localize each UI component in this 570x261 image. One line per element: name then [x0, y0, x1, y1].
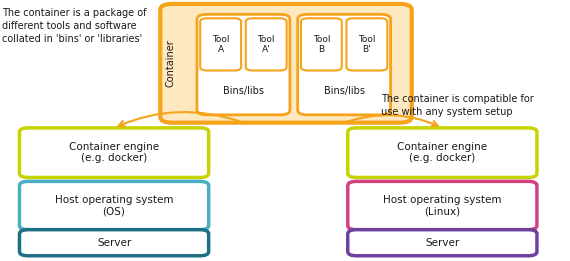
- FancyBboxPatch shape: [19, 181, 209, 230]
- FancyBboxPatch shape: [246, 18, 287, 70]
- FancyBboxPatch shape: [301, 18, 342, 70]
- Text: Server: Server: [425, 238, 459, 248]
- Text: The container is a package of
different tools and software
collated in 'bins' or: The container is a package of different …: [2, 8, 146, 44]
- Text: Tool
A: Tool A: [212, 35, 229, 54]
- FancyBboxPatch shape: [19, 230, 209, 256]
- FancyBboxPatch shape: [348, 230, 537, 256]
- Text: Bins/libs: Bins/libs: [223, 86, 264, 96]
- Text: Container: Container: [165, 39, 175, 87]
- FancyBboxPatch shape: [348, 128, 537, 177]
- FancyBboxPatch shape: [197, 14, 290, 115]
- FancyBboxPatch shape: [348, 181, 537, 230]
- Text: Bins/libs: Bins/libs: [324, 86, 365, 96]
- Text: Host operating system
(Linux): Host operating system (Linux): [383, 195, 502, 216]
- Text: Container engine
(e.g. docker): Container engine (e.g. docker): [397, 142, 487, 163]
- Text: Server: Server: [97, 238, 131, 248]
- FancyBboxPatch shape: [160, 4, 412, 123]
- FancyBboxPatch shape: [19, 128, 209, 177]
- Text: Tool
A': Tool A': [258, 35, 275, 54]
- FancyBboxPatch shape: [347, 18, 388, 70]
- Text: Host operating system
(OS): Host operating system (OS): [55, 195, 173, 216]
- Text: The container is compatible for
use with any system setup: The container is compatible for use with…: [381, 94, 534, 117]
- FancyBboxPatch shape: [200, 18, 241, 70]
- FancyBboxPatch shape: [298, 14, 390, 115]
- Text: Container engine
(e.g. docker): Container engine (e.g. docker): [69, 142, 159, 163]
- Text: Tool
B: Tool B: [312, 35, 330, 54]
- Text: Tool
B': Tool B': [358, 35, 376, 54]
